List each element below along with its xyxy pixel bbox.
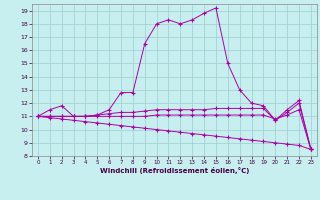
X-axis label: Windchill (Refroidissement éolien,°C): Windchill (Refroidissement éolien,°C): [100, 167, 249, 174]
